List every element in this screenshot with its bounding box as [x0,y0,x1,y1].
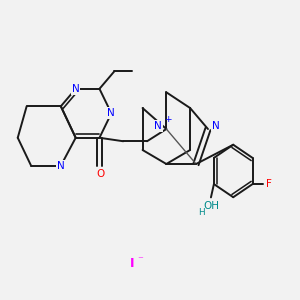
Text: N: N [212,121,219,130]
Text: O: O [96,169,104,179]
Text: I: I [130,257,134,270]
Text: N: N [107,108,115,118]
Text: ⁻: ⁻ [138,255,143,265]
Text: OH: OH [203,201,219,211]
Text: N: N [57,161,65,171]
Text: +: + [164,115,172,124]
Text: H: H [198,208,205,217]
Text: N: N [72,84,80,94]
Text: F: F [266,179,272,189]
Text: N: N [154,121,162,131]
